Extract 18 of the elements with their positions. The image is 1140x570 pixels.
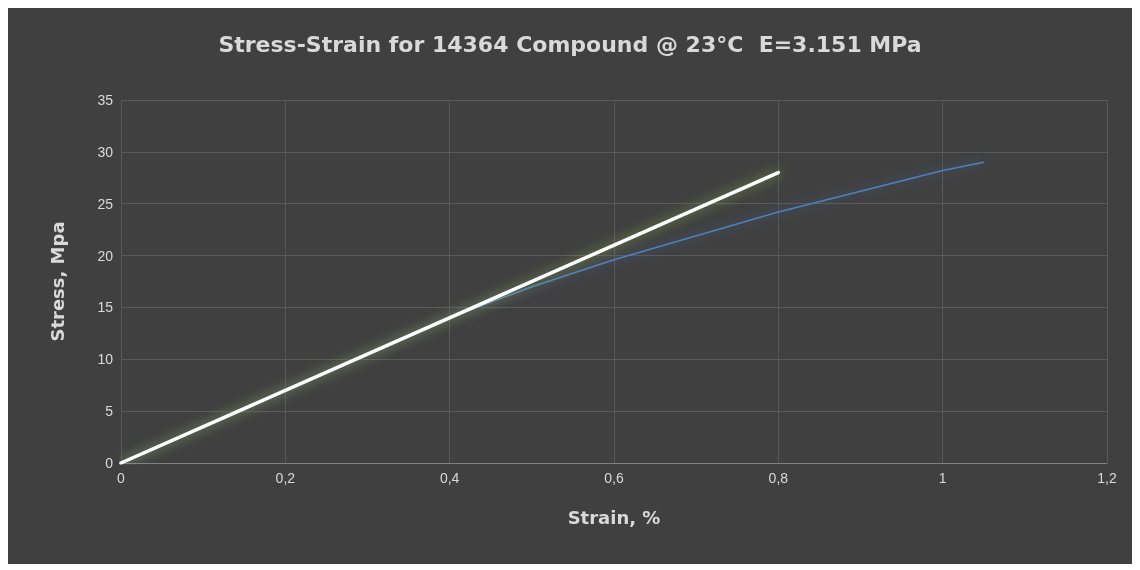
chart-title: Stress-Strain for 14364 Compound @ 23°C E=3.151 MPa <box>218 31 922 57</box>
y-tick-label: 25 <box>97 195 114 212</box>
y-axis-title: Stress, Mpa <box>46 221 68 342</box>
y-tick-label: 5 <box>105 403 114 420</box>
x-tick-label: 0 <box>117 470 126 486</box>
y-tick-label: 20 <box>97 247 114 264</box>
x-tick-label: 0,6 <box>604 470 624 486</box>
y-tick-label: 0 <box>105 455 114 471</box>
y-tick-label: 10 <box>97 351 114 368</box>
x-tick-label: 0,2 <box>275 470 296 486</box>
x-tick-label: 1,2 <box>1097 470 1117 486</box>
x-tick-label: 1 <box>938 470 947 486</box>
x-tick-label: 0,8 <box>768 470 789 486</box>
x-tick-label: 0,4 <box>439 470 460 486</box>
x-axis-title: Strain, % <box>567 506 661 528</box>
y-tick-label: 15 <box>97 299 114 316</box>
y-tick-label: 35 <box>97 92 114 108</box>
y-tick-label: 30 <box>97 143 114 160</box>
